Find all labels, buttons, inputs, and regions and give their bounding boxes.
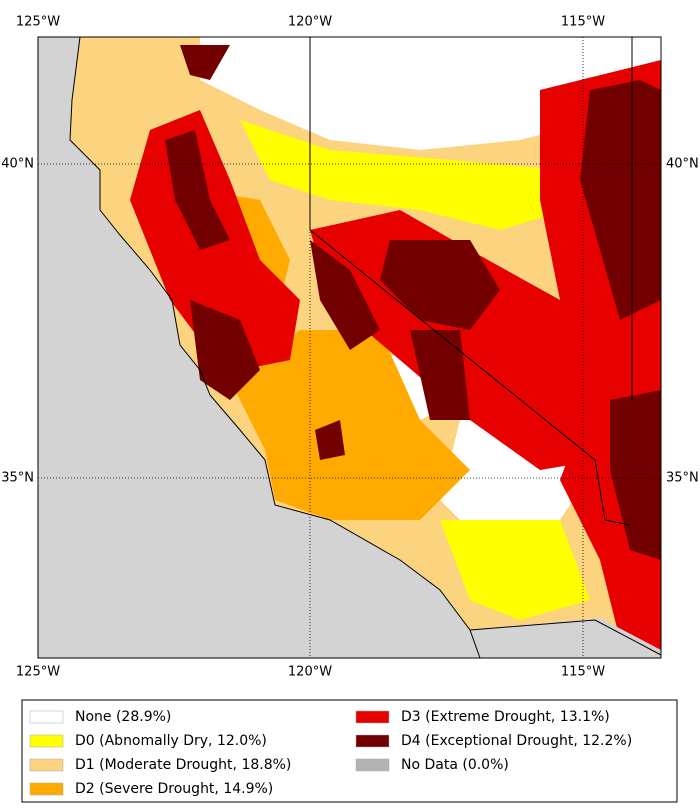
lat-label: 35°N — [1, 471, 34, 486]
patch-d4 — [315, 420, 345, 460]
legend-swatch — [29, 782, 64, 796]
legend-swatch — [29, 758, 64, 772]
legend-items: None (28.9%) D0 (Abnomally Dry, 12.0%) D1 … — [29, 709, 632, 797]
patch-d0 — [240, 120, 600, 230]
legend — [21, 699, 678, 803]
legend-swatch — [355, 710, 390, 724]
legend-label: D4 (Exceptional Drought, 12.2%) — [401, 733, 632, 749]
country-border — [469, 619, 661, 656]
borders — [69, 37, 661, 658]
patch-d2 — [230, 330, 470, 520]
lon-label: 115°W — [561, 15, 605, 30]
lon-label: 125°W — [16, 15, 60, 30]
legend-label: None (28.9%) — [75, 709, 171, 725]
drought-layer — [70, 37, 661, 658]
mexico — [470, 618, 661, 658]
patch-d4 — [190, 300, 260, 400]
legend-swatch — [29, 734, 64, 748]
lat-label: 35°N — [666, 471, 699, 486]
legend-label: No Data (0.0%) — [401, 757, 509, 773]
lat-label: 40°N — [666, 157, 699, 172]
legend-label: D2 (Severe Drought, 14.9%) — [75, 781, 273, 797]
legend-label: D1 (Moderate Drought, 18.8%) — [75, 757, 291, 773]
patch-d4 — [580, 80, 661, 320]
patch-d0 — [440, 520, 590, 620]
legend-swatch — [355, 734, 390, 748]
patch-d4 — [380, 240, 500, 330]
lon-label: 120°W — [288, 15, 332, 30]
coastline — [69, 37, 481, 658]
lon-label: 125°W — [16, 665, 60, 680]
legend-swatch — [29, 710, 64, 724]
patch-d4 — [180, 45, 230, 80]
map-frame — [37, 36, 662, 659]
legend-label: D3 (Extreme Drought, 13.1%) — [401, 709, 610, 725]
patch-d4 — [165, 130, 230, 250]
lon-label: 115°W — [561, 665, 605, 680]
patch-d4 — [310, 240, 380, 350]
lat-label: 40°N — [1, 157, 34, 172]
lon-label: 120°W — [288, 665, 332, 680]
state-border — [309, 37, 631, 526]
patch-d4 — [610, 390, 661, 560]
patch-d4 — [410, 330, 470, 420]
legend-label: D0 (Abnomally Dry, 12.0%) — [75, 733, 267, 749]
legend-swatch — [355, 758, 390, 772]
